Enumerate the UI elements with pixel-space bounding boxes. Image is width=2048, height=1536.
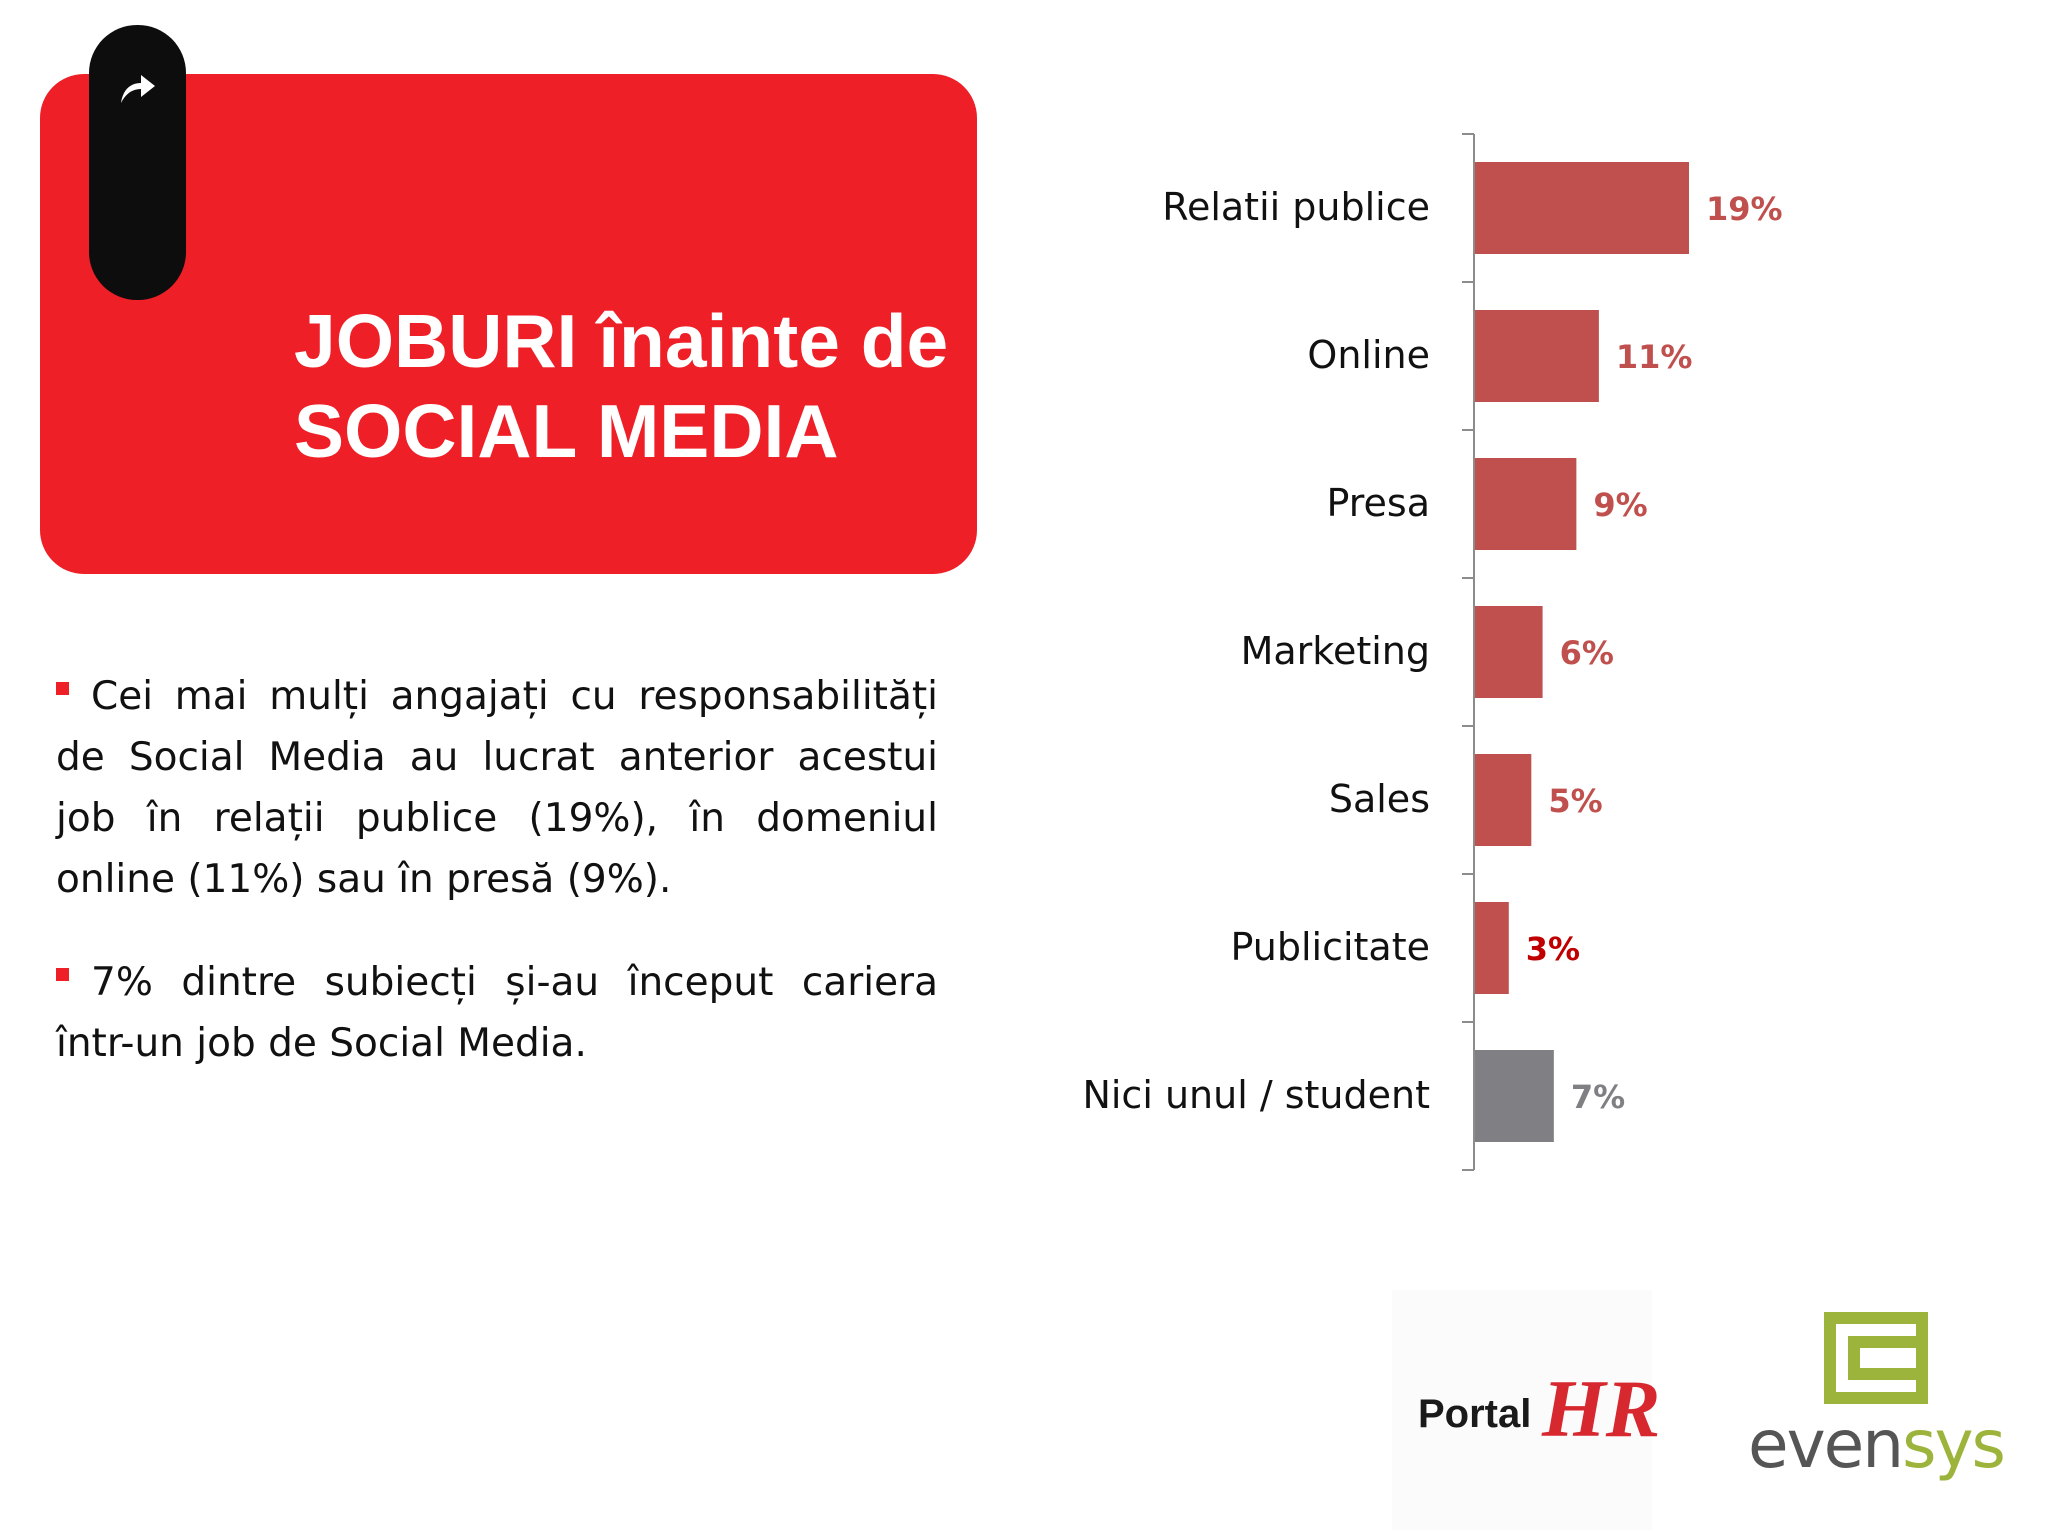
bullet-marker-icon — [56, 968, 69, 982]
title-line-2: SOCIAL MEDIA — [294, 389, 839, 473]
value-label-5: 3% — [1526, 930, 1580, 968]
bar-1 — [1475, 310, 1599, 402]
bar-5 — [1475, 902, 1509, 994]
category-label-1: Online — [1307, 333, 1430, 377]
value-label-0: 19% — [1706, 190, 1783, 228]
value-label-6: 7% — [1571, 1078, 1625, 1116]
bullet-text-2: 7% dintre subiecți și-au început cariera… — [56, 960, 938, 1066]
bar-0 — [1475, 162, 1689, 254]
bar-chart: Relatii publice 19% Online 11% Presa 9% Market… — [1082, 133, 1783, 1171]
title-line-1: JOBURI înainte de — [294, 299, 949, 383]
bar-2 — [1475, 458, 1577, 550]
bullet-list: Cei mai mulți angajați cu responsabilită… — [56, 666, 938, 1116]
category-label-3: Marketing — [1241, 629, 1430, 673]
category-label-2: Presa — [1327, 481, 1431, 525]
bullet-text-1: Cei mai mulți angajați cu responsabilită… — [56, 674, 938, 902]
bar-6 — [1475, 1050, 1554, 1142]
bar-3 — [1475, 606, 1543, 698]
share-arrow-icon — [121, 75, 155, 103]
bullet-marker-icon — [56, 682, 69, 696]
evensys-logo-word: evensys — [1748, 1406, 2006, 1483]
portal-logo-word: Portal — [1418, 1392, 1532, 1436]
evensys-mark-icon — [1824, 1312, 1928, 1404]
value-label-4: 5% — [1548, 782, 1602, 820]
bar-4 — [1475, 754, 1532, 846]
portal-logo-hr: HR — [1542, 1363, 1661, 1454]
portal-hr-logo: Portal HR — [1392, 1290, 1660, 1530]
bullet-item-2: 7% dintre subiecți și-au început cariera… — [56, 952, 938, 1074]
value-label-2: 9% — [1593, 486, 1647, 524]
evensys-word-prefix: even — [1748, 1406, 1904, 1483]
category-label-5: Publicitate — [1231, 925, 1430, 969]
slide-title: JOBURI înainte de SOCIAL MEDIA — [294, 296, 994, 476]
evensys-word-suffix: sys — [1902, 1406, 2006, 1483]
value-label-3: 6% — [1560, 634, 1614, 672]
category-label-6: Nici unul / student — [1082, 1073, 1430, 1117]
title-tab — [89, 25, 186, 300]
evensys-logo: evensys — [1740, 1310, 2020, 1500]
bullet-item-1: Cei mai mulți angajați cu responsabilită… — [56, 666, 938, 910]
category-label-0: Relatii publice — [1162, 185, 1430, 229]
value-label-1: 11% — [1616, 338, 1693, 376]
title-banner: JOBURI înainte de SOCIAL MEDIA — [40, 74, 977, 574]
category-label-4: Sales — [1329, 777, 1430, 821]
